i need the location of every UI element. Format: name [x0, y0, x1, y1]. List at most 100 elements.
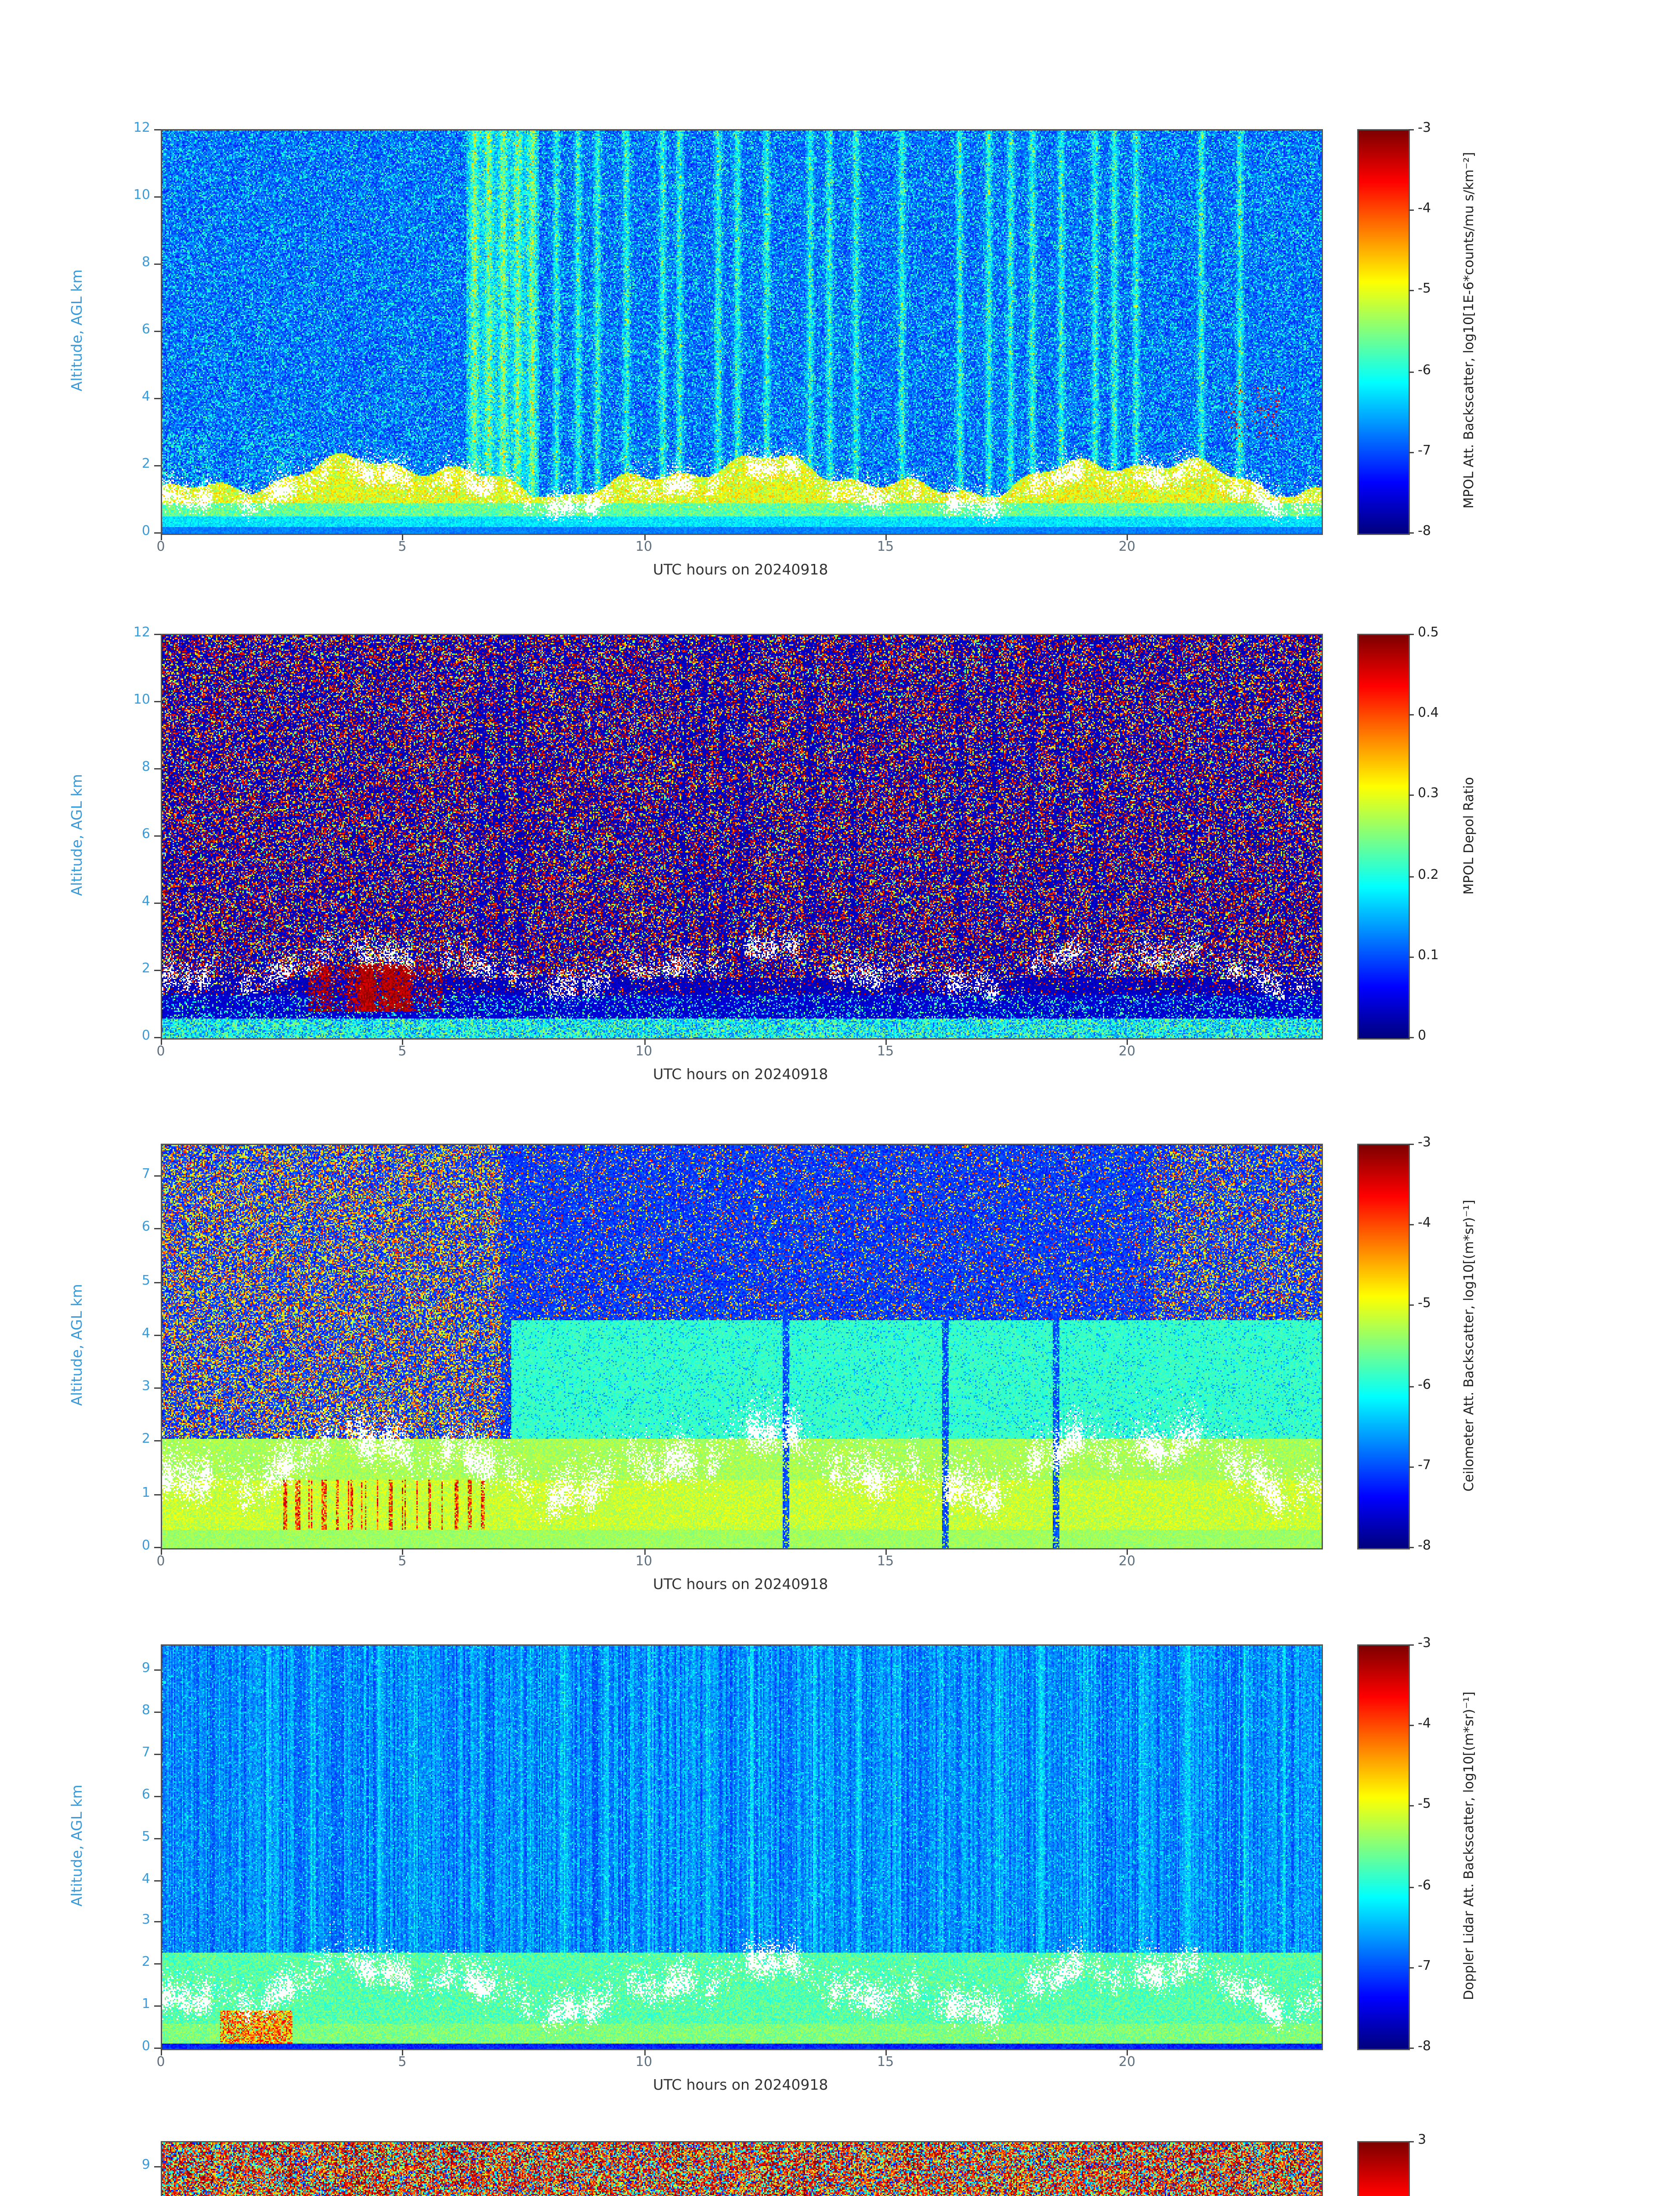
y-tick-mark [154, 2005, 161, 2007]
y-tick-mark [154, 1175, 161, 1177]
y-tick-label: 10 [133, 188, 150, 203]
x-tick-mark [1127, 2049, 1128, 2055]
y-axis-label: Altitude, AGL km [69, 1785, 86, 1907]
x-tick-label: 15 [877, 540, 894, 555]
y-tick-label: 6 [141, 1221, 150, 1235]
x-tick-labels: 0 5 10 15 20 [0, 1045, 1680, 1063]
colorbar-tick-mark [1409, 1967, 1414, 1968]
colorbar-tick-mark [1409, 714, 1414, 716]
y-tick-mark [154, 129, 161, 130]
colorbar-canvas [1358, 1145, 1409, 1548]
panel-mpol-att-backscatter: Altitude, AGL km 0 2 4 6 8 10 12 0 5 10 15 20 UTC … [0, 121, 1680, 593]
colorbar-tick-mark [1409, 451, 1414, 453]
colorbar-label: Doppler Lidar Att. Backscatter, log10[(m… [1463, 1691, 1477, 2001]
colorbar-label: Ceilometer Att. Backscatter, log10[(m*sr… [1463, 1199, 1477, 1492]
y-tick-label: 0 [141, 1539, 150, 1553]
colorbar [1357, 129, 1410, 535]
y-tick-mark [154, 1334, 161, 1336]
doppler-lidar-att-backscatter-heatmap-canvas [162, 1646, 1322, 2049]
y-tick-label: 2 [141, 1433, 150, 1448]
x-tick-label: 10 [635, 540, 653, 555]
x-tick-label: 0 [156, 1045, 165, 1059]
panel-ceilometer-att-backscatter: Altitude, AGL km 0 1 2 3 4 5 6 7 0 5 10 15 20 UTC h… [0, 1136, 1680, 1607]
x-tick-label: 20 [1118, 1555, 1136, 1569]
colorbar-canvas [1358, 635, 1409, 1038]
y-tick-mark [154, 2166, 161, 2168]
colorbar-tick-mark [1409, 2141, 1414, 2142]
x-tick-label: 20 [1118, 540, 1136, 555]
colorbar-tick-mark [1409, 1144, 1414, 1145]
y-tick-label: 8 [141, 760, 150, 775]
y-tick-mark [154, 1879, 161, 1881]
y-tick-label: 0 [141, 524, 150, 539]
x-tick-label: 0 [156, 1555, 165, 1569]
y-tick-label: 2 [141, 962, 150, 976]
x-axis-label: UTC hours on 20240918 [653, 2077, 828, 2094]
ceilometer-att-backscatter-heatmap-canvas [162, 1145, 1322, 1548]
y-tick-mark [154, 1963, 161, 1965]
x-tick-label: 20 [1118, 1045, 1136, 1059]
y-tick-label: 6 [141, 827, 150, 842]
colorbar-canvas [1358, 130, 1409, 534]
colorbar-label: MPOL Att. Backscatter, log10[1E-6*counts… [1463, 152, 1477, 509]
y-tick-mark [154, 1922, 161, 1923]
y-tick-mark [154, 465, 161, 466]
colorbar-tick-mark [1409, 956, 1414, 958]
y-tick-mark [154, 264, 161, 265]
x-tick-label: 15 [877, 1555, 894, 1569]
colorbar [1357, 1144, 1410, 1549]
colorbar-tick-mark [1409, 2048, 1414, 2049]
x-tick-mark [161, 534, 162, 540]
colorbar-canvas [1358, 2142, 1409, 2196]
colorbar-tick-mark [1409, 1806, 1414, 1807]
colorbar-tick-mark [1409, 290, 1414, 292]
colorbar-tick-mark [1409, 875, 1414, 877]
colorbar-tick-mark [1409, 795, 1414, 797]
heatmap-plot-area [161, 2141, 1323, 2196]
y-tick-label: 4 [141, 895, 150, 909]
x-tick-label: 15 [877, 1045, 894, 1059]
x-tick-label: 5 [398, 540, 407, 555]
x-tick-label: 20 [1118, 2055, 1136, 2070]
y-tick-label: 8 [141, 256, 150, 270]
y-tick-label: 1 [141, 1997, 150, 2012]
x-tick-mark [885, 1038, 887, 1045]
y-tick-mark [154, 1547, 161, 1548]
y-axis-label: Altitude, AGL km [69, 1284, 86, 1406]
x-tick-labels: 0 5 10 15 20 [0, 1555, 1680, 1573]
y-tick-label: 4 [141, 1326, 150, 1341]
y-tick-label: 4 [141, 1871, 150, 1886]
y-tick-label: 6 [141, 323, 150, 337]
y-tick-mark [154, 196, 161, 198]
y-tick-label: 0 [141, 2040, 150, 2054]
colorbar-tick-mark [1409, 1886, 1414, 1888]
colorbar-canvas [1358, 1646, 1409, 2049]
y-axis-label: Altitude, AGL km [69, 270, 86, 392]
colorbar [1357, 1644, 1410, 2050]
colorbar [1357, 2141, 1410, 2196]
x-tick-mark [402, 2049, 404, 2055]
x-tick-label: 10 [635, 1555, 653, 1569]
colorbar-tick-mark [1409, 1305, 1414, 1307]
heatmap-plot-area [161, 1644, 1323, 2050]
y-tick-label: 10 [133, 693, 150, 708]
x-tick-label: 5 [398, 2055, 407, 2070]
colorbar-tick-mark [1409, 1644, 1414, 1646]
y-tick-label: 5 [141, 1274, 150, 1289]
x-tick-mark [402, 1548, 404, 1555]
y-tick-label: 2 [141, 457, 150, 472]
colorbar-tick-mark [1409, 209, 1414, 211]
y-axis-label: Altitude, AGL km [69, 774, 86, 896]
colorbar-tick-mark [1409, 634, 1414, 635]
colorbar-tick-mark [1409, 1037, 1414, 1038]
y-tick-label: 8 [141, 1704, 150, 1718]
x-tick-label: 0 [156, 2055, 165, 2070]
y-tick-mark [154, 1795, 161, 1797]
x-tick-mark [161, 1038, 162, 1045]
x-tick-mark [161, 1548, 162, 1555]
x-tick-mark [643, 2049, 645, 2055]
x-tick-mark [402, 534, 404, 540]
x-axis-label: UTC hours on 20240918 [653, 1066, 828, 1083]
